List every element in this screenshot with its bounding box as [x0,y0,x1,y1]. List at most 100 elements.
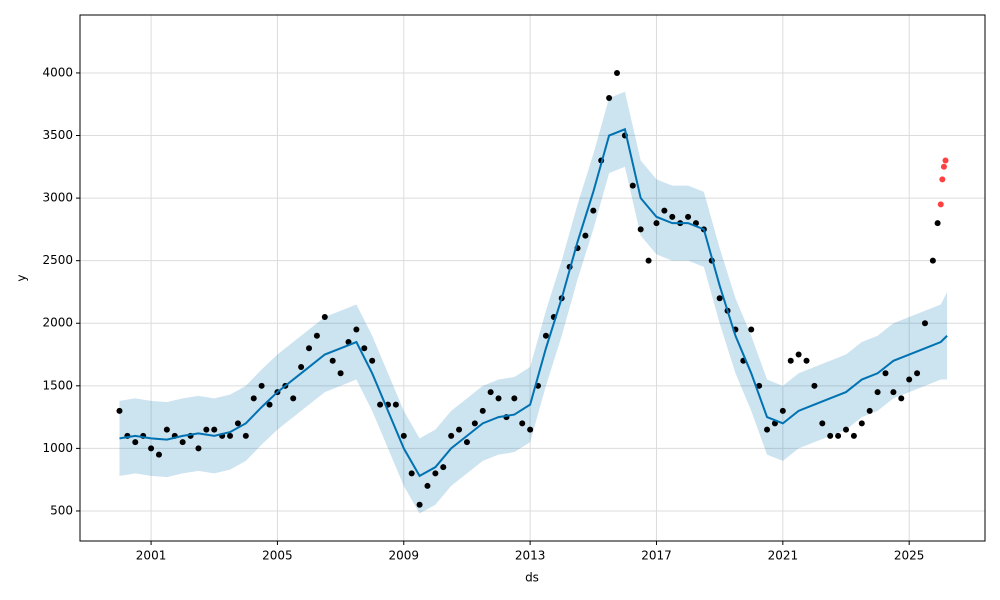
observed-point [471,420,478,427]
x-tick-label: 2025 [894,549,925,563]
observed-point [779,407,786,414]
observed-point [542,332,549,339]
x-tick-label: 2005 [262,549,293,563]
y-tick-label: 2000 [42,316,73,330]
observed-point [211,426,218,433]
observed-point [377,401,384,408]
observed-point [353,326,360,333]
observed-point [803,357,810,364]
observed-point [866,407,873,414]
observed-point [408,470,415,477]
observed-point [321,313,328,320]
observed-point [132,439,139,446]
observed-point [424,482,431,489]
observed-point [835,432,842,439]
observed-point [843,426,850,433]
observed-point [606,94,613,101]
observed-point [250,395,257,402]
observed-point [629,182,636,189]
uncertainty-band [119,91,948,514]
observed-point [258,382,265,389]
observed-point [479,407,486,414]
observed-point [934,220,941,227]
observed-point [716,295,723,302]
y-tick-label: 500 [50,503,73,517]
y-tick-label: 1000 [42,441,73,455]
y-tick-label: 4000 [42,65,73,79]
observed-point [298,364,305,371]
observed-point [645,257,652,264]
observed-point [203,426,210,433]
observed-point [448,432,455,439]
x-tick-label: 2017 [641,549,672,563]
y-tick-label: 3500 [42,128,73,142]
observed-point [416,501,423,508]
recent-point [937,201,944,208]
recent-point [942,157,949,164]
observed-point [290,395,297,402]
observed-point [463,439,470,446]
observed-point [787,357,794,364]
x-axis-label: ds [525,571,539,585]
observed-point [313,332,320,339]
observed-point [511,395,518,402]
observed-point [234,420,241,427]
observed-point [487,389,494,396]
observed-point [155,451,162,458]
observed-point [337,370,344,377]
observed-point [392,401,399,408]
observed-point [369,357,376,364]
observed-point [163,426,170,433]
observed-point [906,376,913,383]
observed-point [329,357,336,364]
y-tick-label: 1500 [42,378,73,392]
observed-point [195,445,202,452]
x-tick-label: 2013 [515,549,546,563]
observed-point [456,426,463,433]
observed-point [914,370,921,377]
observed-point [519,420,526,427]
axes-frame [79,14,986,542]
observed-point [432,470,439,477]
observed-point [685,213,692,220]
observed-point [756,382,763,389]
y-axis-label: y [15,274,29,281]
observed-point [590,207,597,214]
observed-point [882,370,889,377]
observed-point [795,351,802,358]
observed-point [827,432,834,439]
recent-point [939,176,946,183]
observed-point [361,345,368,352]
observed-point [179,439,186,446]
observed-point [495,395,502,402]
observed-point [858,420,865,427]
x-tick-label: 2021 [768,549,799,563]
observed-point [527,426,534,433]
observed-point [850,432,857,439]
observed-point [921,320,928,327]
observed-point [400,432,407,439]
observed-point [582,232,589,239]
observed-point [227,432,234,439]
observed-point [898,395,905,402]
y-tick-label: 2500 [42,253,73,267]
observed-point [890,389,897,396]
observed-point [929,257,936,264]
observed-point [811,382,818,389]
observed-point [653,220,660,227]
observed-point [748,326,755,333]
observed-point [148,445,155,452]
recent-point [940,163,947,170]
observed-point [242,432,249,439]
y-tick-label: 3000 [42,191,73,205]
observed-point [669,213,676,220]
x-tick-label: 2001 [136,549,167,563]
observed-point [613,69,620,76]
observed-point [637,226,644,233]
observed-point [819,420,826,427]
observed-point [440,464,447,471]
plot-area [80,15,985,541]
observed-point [661,207,668,214]
